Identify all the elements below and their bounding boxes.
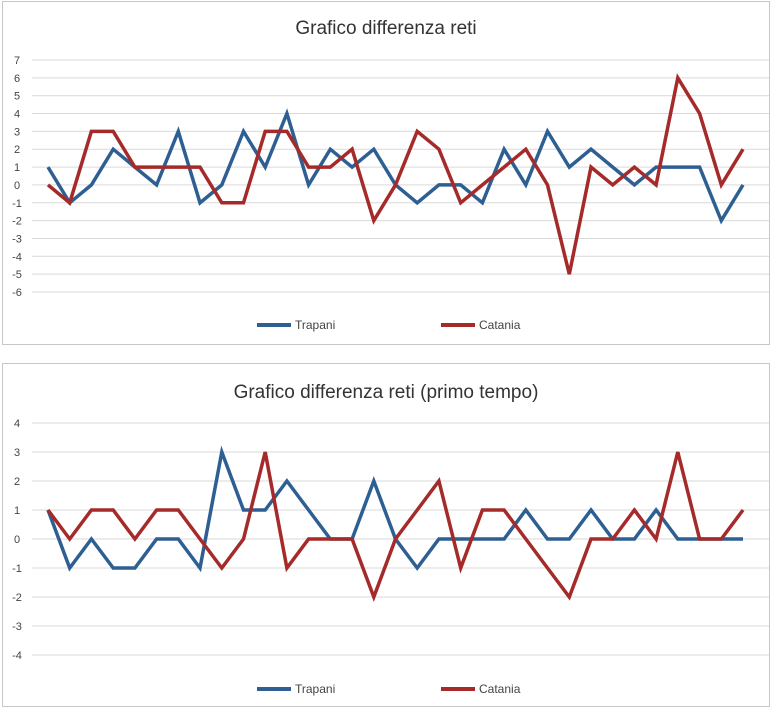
y-tick-label: 0 (14, 534, 20, 546)
y-tick-label: -3 (12, 621, 22, 633)
chart-panel-first-half: Grafico differenza reti (primo tempo) 4 3… (2, 363, 770, 707)
legend-label-catania: Catania (479, 318, 521, 332)
y-tick-label: -3 (12, 233, 22, 245)
y-tick-label: 5 (14, 91, 20, 103)
y-tick-label: -2 (12, 592, 22, 604)
y-tick-label: -4 (12, 251, 22, 263)
y-tick-label: 2 (14, 476, 20, 488)
y-tick-label: 0 (14, 180, 20, 192)
y-tick-label: -5 (12, 269, 22, 281)
y-tick-label: 7 (14, 55, 20, 67)
series-line-catania (46, 73, 745, 275)
chart-title: Grafico differenza reti (295, 18, 476, 39)
legend: Trapani Catania (257, 682, 521, 696)
chart-first-half: Grafico differenza reti (primo tempo) 4 3… (12, 382, 769, 696)
y-tick-label: 4 (14, 418, 20, 430)
y-tick-label: -6 (12, 287, 22, 299)
legend-label-catania: Catania (479, 682, 521, 696)
chart-total: Grafico differenza reti 7 6 5 4 3 2 1 0 -1 -2 -3 -4… (12, 18, 769, 332)
y-tick-label: -4 (12, 650, 22, 662)
legend: Trapani Catania (257, 318, 521, 332)
chart-title: Grafico differenza reti (primo tempo) (234, 382, 539, 403)
y-tick-label: 2 (14, 144, 20, 156)
y-tick-label: 4 (14, 109, 20, 121)
y-tick-label: -1 (12, 563, 22, 575)
y-tick-label: 3 (14, 126, 20, 138)
y-tick-label: -1 (12, 198, 22, 210)
y-tick-label: -2 (12, 216, 22, 228)
legend-label-trapani: Trapani (295, 318, 335, 332)
legend-label-trapani: Trapani (295, 682, 335, 696)
y-tick-label: 1 (14, 162, 20, 174)
y-tick-label: 1 (14, 505, 20, 517)
y-tick-label: 6 (14, 73, 20, 85)
series-line-catania (46, 451, 745, 602)
y-tick-label: 3 (14, 447, 20, 459)
chart-panel-total: Grafico differenza reti 7 6 5 4 3 2 1 0 -1 -2 -3 -4… (2, 1, 770, 345)
